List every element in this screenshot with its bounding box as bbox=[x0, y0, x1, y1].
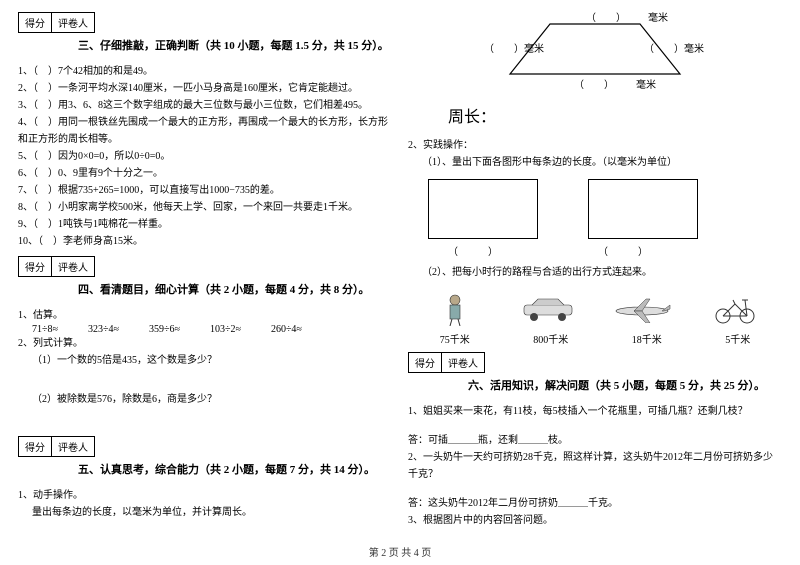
car-icon bbox=[513, 291, 583, 327]
reviewer-cell: 评卷人 bbox=[441, 352, 485, 373]
q4-2-label: 2、列式计算。 bbox=[18, 335, 392, 352]
match-label-2: 800千米 bbox=[533, 331, 568, 346]
person-icon bbox=[420, 291, 490, 327]
perimeter-label: 周长： bbox=[448, 103, 782, 127]
bicycle-icon bbox=[700, 291, 770, 327]
q5-1-text: 量出每条边的长度，以毫米为单位，并计算周长。 bbox=[32, 504, 392, 521]
q3-10: 10、（ ）李老师身高15米。 bbox=[18, 233, 392, 250]
q3-1: 1、（ ）7个42相加的和是49。 bbox=[18, 63, 392, 80]
q3-9: 9、（ ）1吨铁与1吨棉花一样重。 bbox=[18, 216, 392, 233]
q6-2-ans: 答：这头奶牛2012年二月份可挤奶＿＿＿千克。 bbox=[408, 495, 782, 512]
q5-2-label: 2、实践操作： bbox=[408, 137, 782, 154]
trapezoid-figure: （ ） 毫米 （ ） 毫米 （ ） 毫米 （ ） 毫米 bbox=[408, 12, 782, 95]
section3-title: 三、仔细推敲，正确判断（共 10 小题，每题 1.5 分，共 15 分）。 bbox=[78, 37, 392, 53]
match-label-3: 18千米 bbox=[632, 331, 662, 346]
q5-2-sub2: （2）、把每小时行的路程与合适的出行方式连起来。 bbox=[422, 264, 782, 281]
q6-3: 3、根据图片中的内容回答问题。 bbox=[408, 512, 782, 529]
svg-text:（ ）: （ ） bbox=[644, 43, 684, 55]
paren-2: （ ） bbox=[598, 243, 648, 258]
paren-1: （ ） bbox=[448, 243, 498, 258]
q3-8: 8、（ ）小明家离学校500米，他每天上学、回家，一个来回一共要走1千米。 bbox=[18, 199, 392, 216]
match-label-1: 75千米 bbox=[440, 331, 470, 346]
trapezoid-svg: （ ） 毫米 （ ） 毫米 （ ） 毫米 （ ） 毫米 bbox=[480, 12, 710, 92]
score-box-section5: 得分 评卷人 bbox=[18, 436, 392, 457]
est-2: 323÷4≈ bbox=[88, 324, 119, 335]
est-1: 71÷8≈ bbox=[32, 324, 58, 335]
est-5: 260÷4≈ bbox=[271, 324, 302, 335]
estimate-row: 71÷8≈ 323÷4≈ 359÷6≈ 103÷2≈ 260÷4≈ bbox=[32, 324, 392, 335]
q3-4: 4、（ ）用同一根铁丝先围成一个最大的正方形，再围成一个最大的长方形，长方形和正… bbox=[18, 114, 392, 148]
svg-text:（ ）: （ ） bbox=[586, 12, 626, 24]
reviewer-cell: 评卷人 bbox=[51, 256, 95, 277]
paren-row: （ ） （ ） bbox=[448, 243, 782, 258]
q3-2: 2、（ ）一条河平均水深140厘米，一匹小马身高是160厘米，它肯定能趟过。 bbox=[18, 80, 392, 97]
q3-5: 5、（ ）因为0×0=0，所以0÷0=0。 bbox=[18, 148, 392, 165]
reviewer-cell: 评卷人 bbox=[51, 12, 95, 33]
q4-2-sub1: （1）一个数的5倍是435，这个数是多少？ bbox=[32, 352, 392, 369]
rect-2 bbox=[588, 179, 698, 239]
score-box-section4: 得分 评卷人 bbox=[18, 256, 392, 277]
q3-6: 6、（ ）0、9里有9个十分之一。 bbox=[18, 165, 392, 182]
svg-text:毫米: 毫米 bbox=[636, 78, 656, 91]
rect-1 bbox=[428, 179, 538, 239]
score-cell: 得分 bbox=[18, 12, 52, 33]
q6-2: 2、一头奶牛一天约可挤奶28千克，照这样计算，这头奶牛2012年二月份可挤奶多少… bbox=[408, 449, 782, 483]
svg-text:（ ）: （ ） bbox=[484, 43, 524, 55]
svg-text:毫米: 毫米 bbox=[684, 42, 704, 55]
svg-text:毫米: 毫米 bbox=[524, 42, 544, 55]
page-footer: 第 2 页 共 4 页 bbox=[0, 540, 800, 559]
q6-1-ans: 答：可插＿＿＿瓶，还剩＿＿＿枝。 bbox=[408, 432, 782, 449]
q5-2-sub1: （1）、量出下面各图形中每条边的长度。（以毫米为单位） bbox=[422, 154, 782, 171]
est-3: 359÷6≈ bbox=[149, 324, 180, 335]
section5-title: 五、认真思考，综合能力（共 2 小题，每题 7 分，共 14 分）。 bbox=[78, 461, 392, 477]
plane-icon bbox=[607, 291, 677, 327]
q5-1-label: 1、动手操作。 bbox=[18, 487, 392, 504]
svg-text:（ ）: （ ） bbox=[574, 79, 614, 91]
section6-title: 六、活用知识，解决问题（共 5 小题，每题 5 分，共 25 分）。 bbox=[468, 377, 782, 393]
match-icons bbox=[408, 291, 782, 327]
svg-text:毫米: 毫米 bbox=[648, 12, 668, 24]
q4-2-sub2: （2）被除数是576，除数是6，商是多少？ bbox=[32, 391, 392, 408]
section4-title: 四、看清题目，细心计算（共 2 小题，每题 4 分，共 8 分）。 bbox=[78, 281, 392, 297]
rect-row bbox=[428, 179, 782, 239]
score-box-section3: 得分 评卷人 bbox=[18, 12, 392, 33]
match-labels: 75千米 800千米 18千米 5千米 bbox=[408, 331, 782, 346]
reviewer-cell: 评卷人 bbox=[51, 436, 95, 457]
score-box-section6: 得分 评卷人 bbox=[408, 352, 782, 373]
q6-1: 1、姐姐买来一束花，有11枝，每5枝插入一个花瓶里，可插几瓶？还剩几枝？ bbox=[408, 403, 782, 420]
q4-1-label: 1、估算。 bbox=[18, 307, 392, 324]
score-cell: 得分 bbox=[18, 436, 52, 457]
q3-7: 7、（ ）根据735+265=1000，可以直接写出1000−735的差。 bbox=[18, 182, 392, 199]
score-cell: 得分 bbox=[408, 352, 442, 373]
est-4: 103÷2≈ bbox=[210, 324, 241, 335]
match-label-4: 5千米 bbox=[725, 331, 750, 346]
score-cell: 得分 bbox=[18, 256, 52, 277]
q3-3: 3、（ ）用3、6、8这三个数字组成的最大三位数与最小三位数，它们相差495。 bbox=[18, 97, 392, 114]
